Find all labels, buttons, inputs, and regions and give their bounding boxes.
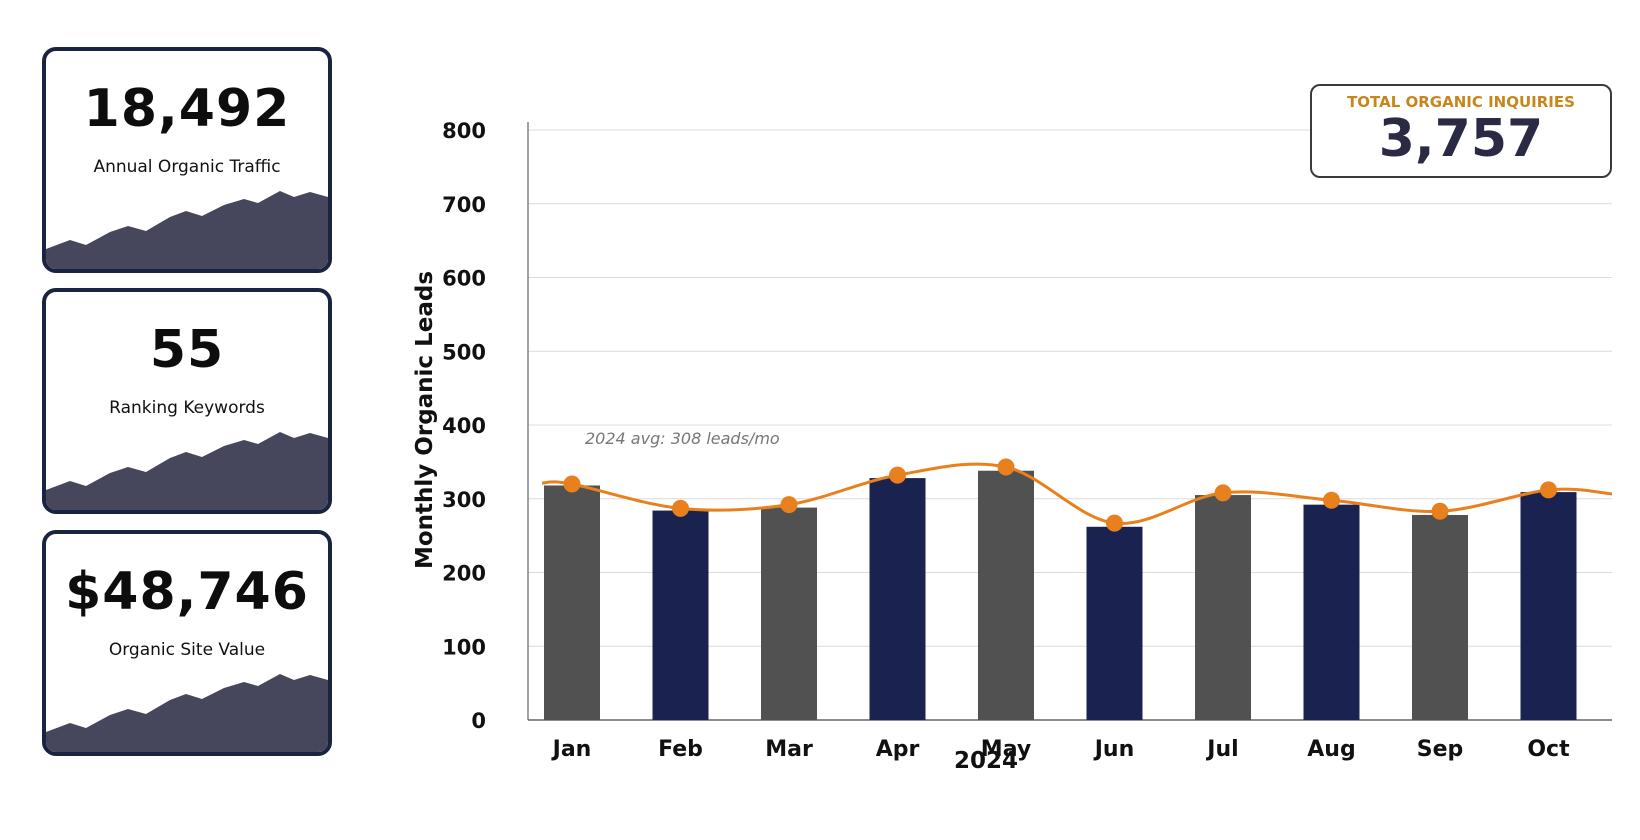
x-tick-label: Jun [1093, 737, 1135, 762]
x-tick-label: Mar [765, 737, 813, 762]
bar-jan [544, 485, 600, 720]
bar-jun [1086, 526, 1143, 720]
y-tick-label: 300 [442, 488, 486, 512]
x-tick-label: Oct [1527, 737, 1570, 762]
trend-point-aug [1323, 491, 1340, 509]
sparkline-icon [46, 191, 328, 269]
y-tick-label: 800 [442, 119, 486, 143]
x-tick-label: Sep [1417, 737, 1464, 762]
y-tick-label: 0 [471, 709, 486, 733]
y-tick-label: 700 [442, 193, 486, 217]
x-tick-label: Aug [1307, 737, 1355, 762]
trend-point-sep [1431, 502, 1449, 520]
trend-point-mar [780, 496, 798, 514]
x-tick-label: May [981, 737, 1031, 762]
total-label: TOTAL ORGANIC INQUIRIES [1347, 93, 1575, 111]
total-inquiries-box: TOTAL ORGANIC INQUIRIES 3,757 [1310, 84, 1612, 178]
bar-jul [1195, 495, 1251, 720]
kpi-label: Annual Organic Traffic [93, 157, 281, 177]
y-tick-label: 500 [442, 340, 486, 364]
kpi-value: 18,492 [83, 79, 291, 139]
kpi-value: $48,746 [65, 562, 309, 622]
y-axis-title: Monthly Organic Leads [412, 271, 438, 569]
sparkline-icon [46, 674, 328, 752]
x-tick-label: Feb [658, 737, 703, 762]
y-tick-label: 100 [442, 635, 486, 659]
sparkline-icon [46, 432, 328, 510]
bar-apr [869, 478, 926, 720]
y-tick-label: 200 [442, 562, 486, 586]
total-value: 3,757 [1378, 109, 1544, 169]
y-tick-label: 400 [442, 414, 486, 438]
bar-sep [1412, 514, 1468, 720]
trend-point-apr [889, 466, 906, 484]
kpi-card-keywords: 55 Ranking Keywords [42, 288, 332, 514]
trend-point-may [997, 458, 1015, 476]
kpi-card-traffic: 18,492 Annual Organic Traffic [42, 47, 332, 273]
bar-mar [761, 507, 817, 720]
bar-oct [1520, 492, 1577, 720]
trend-point-jun [1106, 514, 1123, 532]
x-tick-label: Jul [1205, 737, 1238, 762]
x-tick-label: Jan [551, 737, 592, 762]
kpi-label: Ranking Keywords [109, 398, 265, 418]
trend-point-jan [563, 475, 581, 493]
avg-annotation: 2024 avg: 308 leads/mo [585, 429, 780, 448]
kpi-label: Organic Site Value [108, 640, 266, 660]
y-tick-label: 600 [442, 267, 486, 291]
trend-point-feb [672, 499, 689, 517]
bar-feb [652, 510, 709, 720]
bar-aug [1303, 504, 1360, 720]
kpi-card-site-value: $48,746 Organic Site Value [42, 530, 332, 756]
kpi-value: 55 [149, 320, 225, 380]
x-tick-label: Apr [876, 737, 920, 762]
x-axis-title: 2024 [954, 748, 1018, 774]
bar-may [978, 470, 1034, 720]
trend-point-jul [1214, 484, 1232, 502]
leads-chart: 0 100 200 300 400 500 600 700 800 Jan Feb Mar Apr May… [412, 119, 1613, 774]
trend-point-oct [1540, 481, 1557, 499]
